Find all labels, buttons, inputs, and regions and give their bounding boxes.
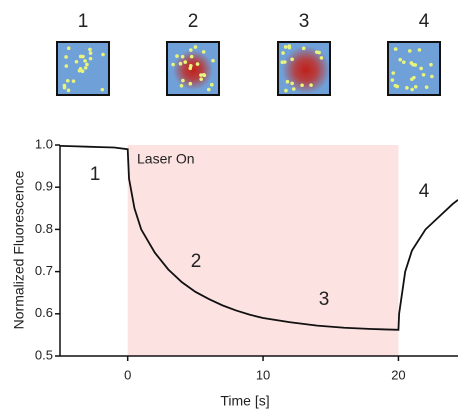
particle [393, 47, 398, 51]
particle [199, 73, 203, 77]
panel-label: 3 [299, 11, 310, 32]
particle [211, 58, 215, 63]
particle [179, 83, 184, 88]
fluorescence-curve [59, 144, 458, 331]
particle [88, 47, 92, 52]
particle [206, 87, 211, 92]
x-axis-label: Time [s] [220, 393, 269, 409]
particle [413, 63, 418, 67]
particle [395, 84, 400, 89]
particle [413, 84, 418, 89]
particle [189, 54, 194, 59]
panel-images [56, 41, 441, 96]
particle [181, 78, 185, 83]
particle [189, 48, 193, 52]
particle [429, 62, 433, 67]
particle [417, 48, 422, 52]
particle [391, 71, 396, 75]
y-tick-label: 0.6 [35, 305, 53, 320]
particle [314, 50, 319, 54]
particle [290, 57, 294, 62]
particle [183, 60, 188, 64]
particle [410, 87, 414, 92]
particle [71, 79, 76, 83]
particle [83, 59, 87, 63]
particle [175, 54, 179, 58]
particle [78, 54, 83, 59]
particle [281, 51, 285, 55]
particle [290, 81, 294, 86]
particle [209, 82, 214, 87]
particle [424, 85, 429, 89]
particle [287, 44, 292, 48]
particle [88, 56, 93, 61]
panel-label: 4 [419, 11, 430, 32]
particle [412, 75, 416, 80]
particle [88, 51, 93, 55]
y-tick-label: 1.0 [35, 136, 53, 151]
particle [283, 60, 287, 64]
particle [195, 62, 200, 66]
panel-label: 1 [78, 11, 89, 32]
particle [83, 66, 88, 70]
particle [62, 85, 67, 90]
particle [419, 66, 423, 71]
particle [65, 78, 70, 83]
particle [77, 68, 82, 73]
particle [405, 86, 409, 90]
y-tick-label: 0.9 [35, 179, 53, 194]
x-tick-label: 20 [391, 367, 405, 382]
particle [390, 78, 395, 82]
particle [180, 54, 185, 59]
particle [407, 49, 412, 53]
annotation: 4 [419, 181, 430, 202]
particle [401, 60, 406, 64]
particle [309, 83, 313, 87]
particle [80, 69, 85, 74]
particle [66, 88, 71, 93]
particle [430, 74, 434, 79]
particle [398, 57, 402, 62]
annotation: Laser On [137, 151, 195, 167]
particle [85, 62, 89, 67]
particle [199, 77, 203, 81]
particle [421, 72, 426, 77]
annotation: 1 [90, 164, 101, 185]
particle [301, 46, 306, 51]
annotation: 2 [191, 251, 202, 272]
y-axis-label: Normalized Fluorescence [11, 170, 27, 329]
laser-region [127, 145, 399, 356]
particle [284, 88, 288, 93]
particle [64, 55, 68, 59]
particle [291, 87, 296, 91]
y-tick-label: 0.7 [35, 263, 53, 278]
particle [283, 45, 288, 49]
particle [319, 56, 324, 60]
y-tick-label: 0.5 [35, 347, 53, 362]
particle [300, 83, 304, 88]
x-tick-label: 10 [256, 367, 270, 382]
particle [74, 59, 79, 64]
annotation: 3 [319, 289, 330, 310]
particle [189, 63, 193, 68]
particle [188, 81, 193, 86]
particle [64, 64, 69, 68]
particle [100, 87, 105, 92]
x-tick-label: 0 [124, 367, 131, 382]
particle [201, 50, 206, 54]
particle [171, 62, 175, 67]
panel-label: 2 [188, 11, 199, 32]
particle [101, 52, 105, 57]
particle [66, 46, 71, 51]
particle [178, 61, 183, 66]
particle [409, 61, 414, 65]
bleach-spot [282, 46, 330, 94]
particle [193, 45, 198, 49]
particle [202, 73, 206, 77]
y-tick-label: 0.8 [35, 221, 53, 236]
particle [285, 79, 290, 84]
